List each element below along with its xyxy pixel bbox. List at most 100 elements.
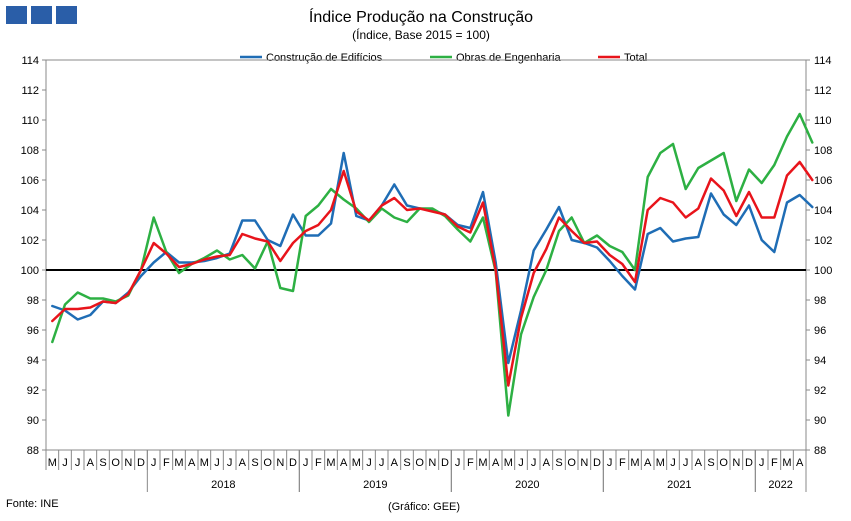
month-label: A <box>796 457 804 469</box>
series-1-point <box>621 275 623 277</box>
series-1-point <box>672 240 674 242</box>
month-label: J <box>75 457 81 469</box>
month-label: N <box>580 457 588 469</box>
series-2-point <box>621 251 623 253</box>
series-3-point <box>596 240 598 242</box>
y-tick-label-right: 114 <box>814 55 832 67</box>
month-label: F <box>315 457 322 469</box>
series-3-point <box>140 269 142 271</box>
series-2-point <box>608 245 610 247</box>
series-line-3 <box>51 160 814 387</box>
series-2-point <box>330 188 332 190</box>
y-tick-label-left: 88 <box>27 445 39 457</box>
y-tick-label-right: 112 <box>814 85 832 97</box>
series-2-point <box>760 182 762 184</box>
series-3-point <box>216 255 218 257</box>
y-tick-label-right: 110 <box>814 115 832 127</box>
y-tick-label-right: 102 <box>814 235 832 247</box>
series-2-point <box>786 135 788 137</box>
series-2-point <box>684 188 686 190</box>
series-3-point <box>368 219 370 221</box>
month-label: O <box>719 457 728 469</box>
series-2-point <box>748 168 750 170</box>
series-3-point <box>798 161 800 163</box>
series-3-point <box>89 306 91 308</box>
series-2-point <box>64 303 66 305</box>
series-1-point <box>558 206 560 208</box>
series-3-point <box>76 308 78 310</box>
year-label: 2020 <box>515 479 539 491</box>
y-tick-label-right: 108 <box>814 145 832 157</box>
month-label: J <box>227 457 233 469</box>
series-3-point <box>279 260 281 262</box>
series-3-point <box>178 266 180 268</box>
series-3-point <box>127 293 129 295</box>
y-tick-label-left: 92 <box>27 385 39 397</box>
series-1-point <box>152 261 154 263</box>
y-tick-label-right: 104 <box>814 205 832 217</box>
series-1-point <box>140 275 142 277</box>
y-tick-label-left: 100 <box>21 265 39 277</box>
y-tick-label-right: 88 <box>814 445 826 457</box>
month-label: F <box>771 457 778 469</box>
month-label: A <box>239 457 247 469</box>
y-tick-label-left: 90 <box>27 415 39 427</box>
month-label: M <box>504 457 513 469</box>
series-1-point <box>608 260 610 262</box>
series-2-point <box>722 152 724 154</box>
series-2-point <box>406 221 408 223</box>
y-tick-label-left: 106 <box>21 175 39 187</box>
month-label: J <box>531 457 537 469</box>
series-2-point <box>342 198 344 200</box>
series-1-point <box>406 204 408 206</box>
series-2-point <box>596 234 598 236</box>
series-2-point <box>279 287 281 289</box>
series-line-2 <box>51 112 814 417</box>
series-3-point <box>545 248 547 250</box>
credit-note: (Gráfico: GEE) <box>388 501 460 513</box>
month-label: O <box>415 457 424 469</box>
series-3-point <box>190 263 192 265</box>
y-tick-label-left: 102 <box>21 235 39 247</box>
series-2-point <box>545 269 547 271</box>
logo-square <box>6 6 27 24</box>
series-2-point <box>431 207 433 209</box>
series-1-point <box>659 227 661 229</box>
series-2-point <box>102 297 104 299</box>
month-label: J <box>303 457 309 469</box>
series-2-point <box>798 113 800 115</box>
month-label: D <box>745 457 753 469</box>
series-1-point <box>596 246 598 248</box>
series-3-point <box>152 242 154 244</box>
month-label: A <box>188 457 196 469</box>
series-3-point <box>659 197 661 199</box>
y-tick-label-right: 90 <box>814 415 826 427</box>
month-label: J <box>455 457 461 469</box>
series-2-point <box>76 291 78 293</box>
month-label: A <box>87 457 95 469</box>
month-label: A <box>391 457 399 469</box>
series-1-point <box>330 222 332 224</box>
month-label: D <box>137 457 145 469</box>
series-3-point <box>228 254 230 256</box>
chart-subtitle: (Índice, Base 2015 = 100) <box>352 27 490 42</box>
series-2-point <box>520 333 522 335</box>
series-1-point <box>304 234 306 236</box>
month-label: O <box>567 457 576 469</box>
legend: Construção de Edifícios Obras de Engenhar… <box>240 52 647 64</box>
month-label: J <box>214 457 220 469</box>
series-1-point <box>279 245 281 247</box>
series-3-point <box>646 209 648 211</box>
series-2-point <box>304 215 306 217</box>
series-1-point <box>482 191 484 193</box>
series-1-point <box>507 362 509 364</box>
month-label: N <box>428 457 436 469</box>
series-3-point <box>444 213 446 215</box>
series-layer <box>51 112 814 417</box>
y-tick-label-left: 94 <box>27 355 39 367</box>
month-label: A <box>543 457 551 469</box>
series-1-point <box>317 234 319 236</box>
logo <box>6 6 77 24</box>
